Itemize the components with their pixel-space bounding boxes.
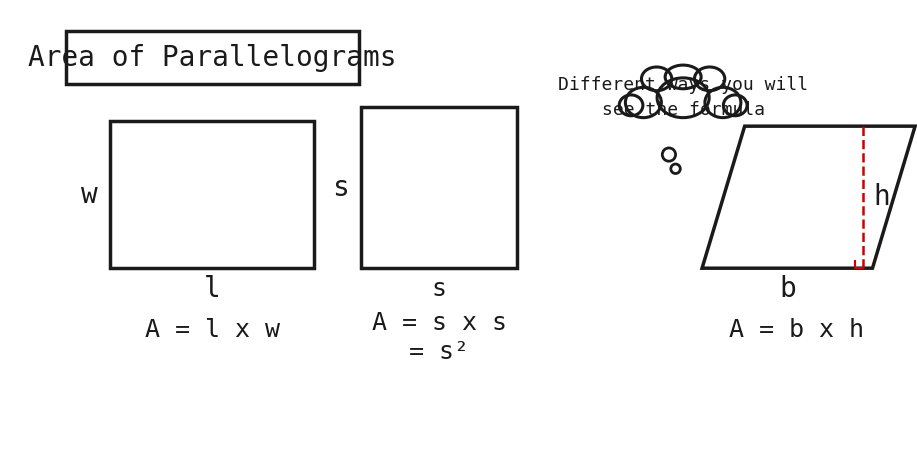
Text: s: s: [332, 174, 348, 202]
Bar: [110, 121, 314, 268]
Text: Area of Parallelograms: Area of Parallelograms: [28, 43, 397, 72]
Circle shape: [671, 164, 680, 174]
Text: Different ways you will
see the formula: Different ways you will see the formula: [558, 76, 808, 119]
Bar: [361, 107, 517, 268]
Ellipse shape: [657, 78, 709, 118]
Text: A = s x s: A = s x s: [371, 311, 507, 335]
Ellipse shape: [642, 67, 672, 91]
Text: w: w: [81, 181, 98, 209]
Ellipse shape: [625, 87, 661, 118]
Text: l: l: [204, 275, 220, 303]
Circle shape: [662, 148, 676, 161]
Ellipse shape: [619, 95, 643, 116]
Text: h: h: [874, 183, 890, 211]
Text: s: s: [432, 277, 447, 301]
Ellipse shape: [694, 67, 724, 91]
Text: A = l x w: A = l x w: [145, 318, 280, 342]
Ellipse shape: [665, 65, 702, 89]
Text: b: b: [779, 275, 796, 303]
Text: A = b x h: A = b x h: [729, 318, 864, 342]
Bar: [66, 32, 359, 84]
Ellipse shape: [705, 87, 741, 118]
Polygon shape: [702, 126, 915, 268]
Text: = s²: = s²: [409, 339, 470, 363]
Ellipse shape: [724, 95, 747, 116]
